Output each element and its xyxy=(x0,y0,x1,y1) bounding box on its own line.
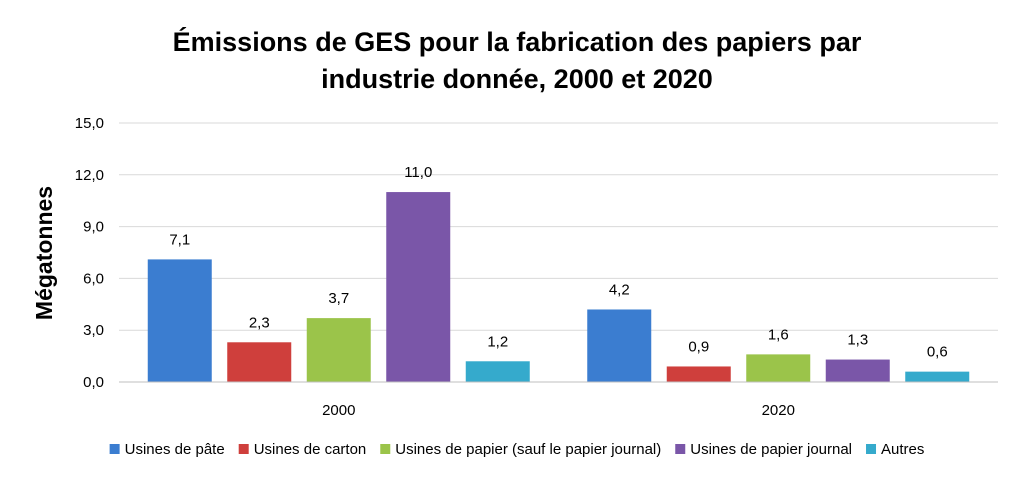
legend: Usines de pâte Usines de carton Usines de … xyxy=(109,441,924,458)
legend-item: Usines de carton xyxy=(238,441,367,458)
bar xyxy=(666,366,731,382)
bar xyxy=(465,361,530,382)
y-tick-label: 15,0 xyxy=(75,115,104,132)
legend-swatch xyxy=(109,444,120,454)
y-tick-label: 9,0 xyxy=(83,219,104,236)
y-tick-label: 12,0 xyxy=(75,167,104,184)
data-label: 1,6 xyxy=(768,326,789,343)
data-labels: 7,1 2,3 3,7 11,0 1,2 4,2 0,9 1,6 1,3 0,6 xyxy=(169,164,947,361)
data-label: 11,0 xyxy=(404,164,432,181)
legend-swatch xyxy=(866,444,877,454)
chart-title-line-1: Émissions de GES pour la fabrication des… xyxy=(173,26,862,57)
bar xyxy=(306,318,371,382)
x-category-labels: 2000 2020 xyxy=(322,402,795,419)
chart-title-line-2: industrie donnée, 2000 et 2020 xyxy=(321,64,713,94)
data-label: 0,9 xyxy=(688,338,709,355)
data-label: 1,3 xyxy=(847,332,868,349)
legend-item: Usines de papier journal xyxy=(675,441,852,458)
bar xyxy=(587,309,652,382)
legend-swatch xyxy=(238,444,249,454)
bar xyxy=(746,354,811,382)
bars xyxy=(147,192,970,382)
x-category-label: 2000 xyxy=(322,402,355,419)
bar xyxy=(825,359,890,382)
data-label: 0,6 xyxy=(927,344,948,361)
legend-label: Usines de papier (sauf le papier journal… xyxy=(395,441,661,458)
y-tick-labels: 0,0 3,0 6,0 9,0 12,0 15,0 xyxy=(75,115,104,391)
grid-lines xyxy=(119,122,998,331)
bar xyxy=(227,342,292,382)
bar xyxy=(905,371,970,382)
bar xyxy=(386,192,451,382)
data-label: 4,2 xyxy=(609,281,630,298)
y-tick-label: 6,0 xyxy=(83,270,104,287)
bar xyxy=(147,259,212,382)
legend-label: Usines de carton xyxy=(254,441,367,458)
legend-label: Autres xyxy=(881,441,924,458)
y-axis-label: Mégatonnes xyxy=(31,186,57,320)
legend-swatch xyxy=(675,444,686,454)
data-label: 7,1 xyxy=(169,231,190,248)
y-tick-label: 3,0 xyxy=(83,322,104,339)
legend-swatch xyxy=(380,444,391,454)
legend-item: Usines de papier (sauf le papier journal… xyxy=(380,441,661,458)
data-label: 2,3 xyxy=(249,314,270,331)
data-label: 3,7 xyxy=(328,290,349,307)
legend-item: Usines de pâte xyxy=(109,441,225,458)
y-tick-label: 0,0 xyxy=(83,374,104,391)
legend-item: Autres xyxy=(866,441,924,458)
legend-label: Usines de papier journal xyxy=(690,441,852,458)
data-label: 1,2 xyxy=(487,333,508,350)
legend-label: Usines de pâte xyxy=(125,441,225,458)
x-category-label: 2020 xyxy=(762,402,795,419)
